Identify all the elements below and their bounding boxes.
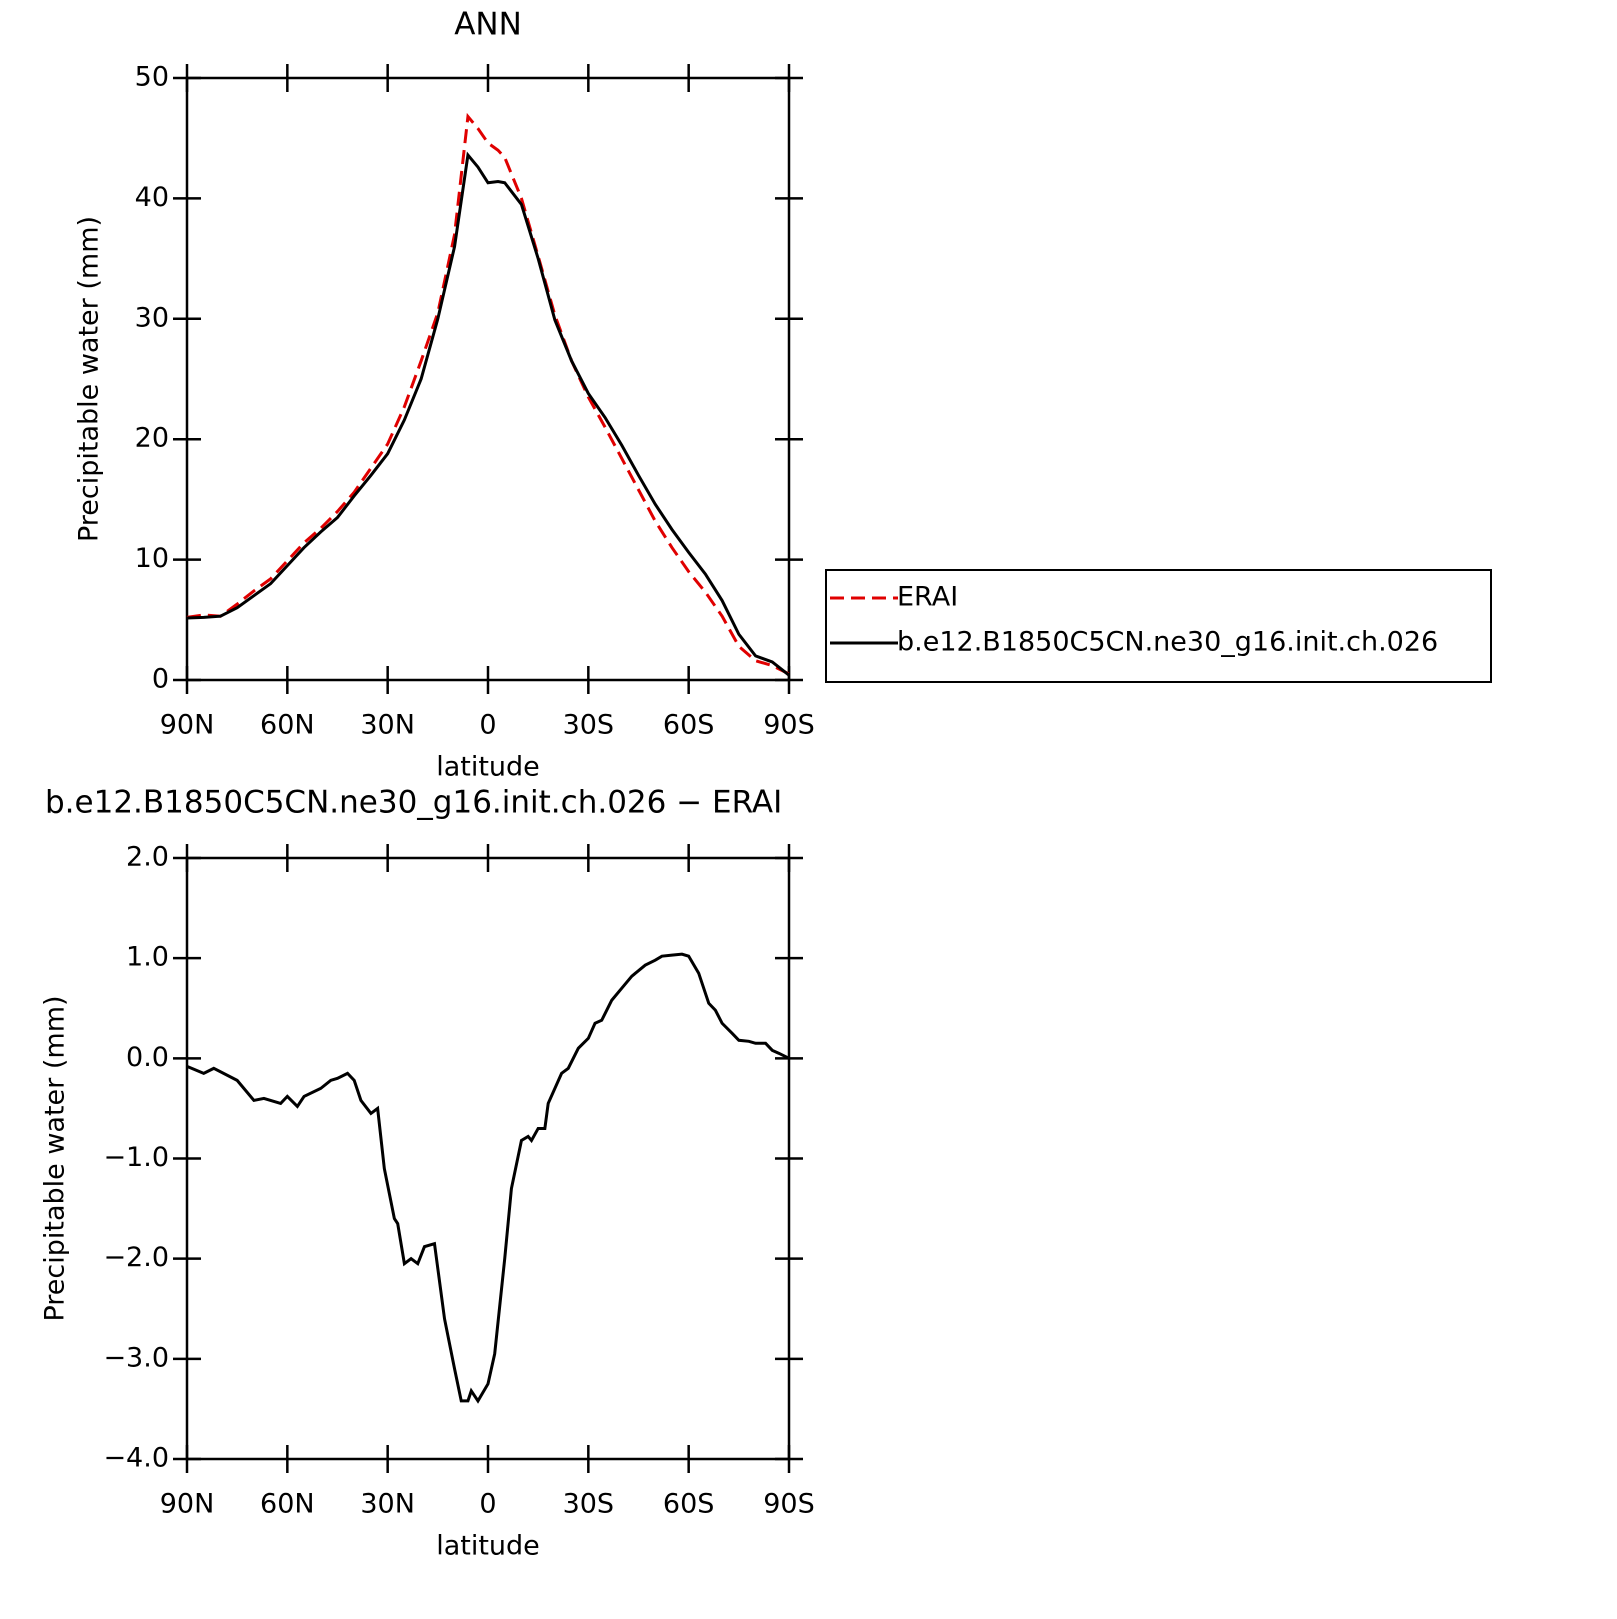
y-tick-label: −2.0 bbox=[103, 1242, 169, 1273]
y-tick-label: 0 bbox=[152, 664, 169, 695]
x-tick-label: 30S bbox=[563, 710, 615, 741]
y-tick-label: 20 bbox=[135, 423, 169, 454]
y-tick-label: 1.0 bbox=[126, 942, 169, 973]
x-tick-label: 0 bbox=[479, 1489, 496, 1520]
y-tick-label: 30 bbox=[135, 302, 169, 333]
y-tick-label: 40 bbox=[135, 182, 169, 213]
x-tick-label: 90S bbox=[763, 710, 815, 741]
x-tick-label: 60S bbox=[663, 1489, 715, 1520]
x-tick-label: 0 bbox=[479, 710, 496, 741]
data-line bbox=[186, 952, 790, 1404]
y-tick-label: 10 bbox=[135, 543, 169, 574]
x-tick-label: 60N bbox=[260, 710, 315, 741]
plot-frame bbox=[185, 76, 791, 682]
x-tick-label: 30N bbox=[360, 1489, 415, 1520]
y-tick-label: 0.0 bbox=[126, 1042, 169, 1073]
legend-label: b.e12.B1850C5CN.ne30_g16.init.ch.026 bbox=[897, 627, 1438, 658]
x-tick-label: 90N bbox=[160, 1489, 215, 1520]
chart-title: b.e12.B1850C5CN.ne30_g16.init.ch.026 − E… bbox=[45, 785, 782, 821]
chart-title: ANN bbox=[454, 7, 522, 43]
legend-box bbox=[825, 569, 1492, 683]
legend-label: ERAI bbox=[897, 582, 958, 613]
y-tick-label: −4.0 bbox=[103, 1443, 169, 1474]
y-tick-label: 2.0 bbox=[126, 842, 169, 873]
data-line bbox=[186, 151, 790, 677]
y-axis-label: Precipitable water (mm) bbox=[74, 216, 105, 542]
x-axis-label: latitude bbox=[436, 752, 540, 783]
x-tick-label: 90S bbox=[763, 1489, 815, 1520]
y-tick-label: −1.0 bbox=[103, 1142, 169, 1173]
x-axis-label: latitude bbox=[436, 1531, 540, 1562]
x-tick-label: 90N bbox=[160, 710, 215, 741]
y-tick-label: 50 bbox=[135, 62, 169, 93]
x-tick-label: 60S bbox=[663, 710, 715, 741]
x-tick-label: 60N bbox=[260, 1489, 315, 1520]
x-tick-label: 30S bbox=[563, 1489, 615, 1520]
x-tick-label: 30N bbox=[360, 710, 415, 741]
plot-frame bbox=[185, 856, 791, 1461]
y-tick-label: −3.0 bbox=[103, 1342, 169, 1373]
y-axis-label: Precipitable water (mm) bbox=[40, 995, 71, 1321]
data-line bbox=[186, 112, 790, 676]
